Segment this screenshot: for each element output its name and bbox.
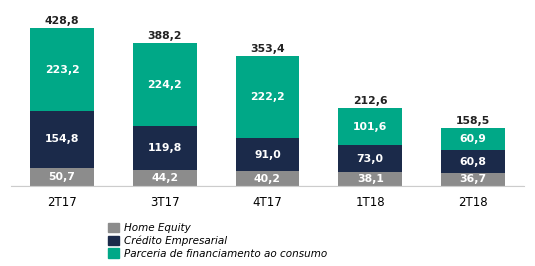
Bar: [30, 168, 94, 186]
Text: 50,7: 50,7: [49, 172, 75, 182]
Text: 73,0: 73,0: [357, 154, 384, 164]
Bar: [235, 56, 300, 138]
Text: 353,4: 353,4: [250, 44, 285, 54]
Bar: [441, 128, 505, 150]
Bar: [338, 172, 402, 186]
Bar: [133, 43, 197, 126]
Text: 60,9: 60,9: [460, 134, 486, 144]
Text: 222,2: 222,2: [250, 92, 285, 102]
Text: 224,2: 224,2: [148, 80, 182, 90]
Bar: [441, 150, 505, 173]
Text: 388,2: 388,2: [148, 31, 182, 41]
Text: 223,2: 223,2: [45, 65, 79, 74]
Text: 154,8: 154,8: [45, 134, 79, 144]
Text: 91,0: 91,0: [254, 150, 281, 160]
Text: 44,2: 44,2: [151, 173, 178, 183]
Bar: [338, 145, 402, 172]
Text: 212,6: 212,6: [353, 96, 387, 106]
Bar: [30, 28, 94, 111]
Text: 428,8: 428,8: [45, 16, 79, 26]
Text: 38,1: 38,1: [357, 174, 384, 184]
Bar: [441, 173, 505, 186]
Bar: [235, 138, 300, 171]
Text: 60,8: 60,8: [460, 156, 486, 167]
Legend: Home Equity, Crédito Empresarial, Parceria de financiamento ao consumo: Home Equity, Crédito Empresarial, Parcer…: [109, 223, 327, 259]
Text: 158,5: 158,5: [456, 116, 490, 126]
Text: 101,6: 101,6: [353, 122, 387, 132]
Text: 40,2: 40,2: [254, 174, 281, 184]
Text: 36,7: 36,7: [460, 174, 486, 184]
Bar: [133, 126, 197, 170]
Bar: [235, 171, 300, 186]
Bar: [30, 111, 94, 168]
Bar: [133, 170, 197, 186]
Bar: [338, 108, 402, 145]
Text: 119,8: 119,8: [148, 143, 182, 153]
